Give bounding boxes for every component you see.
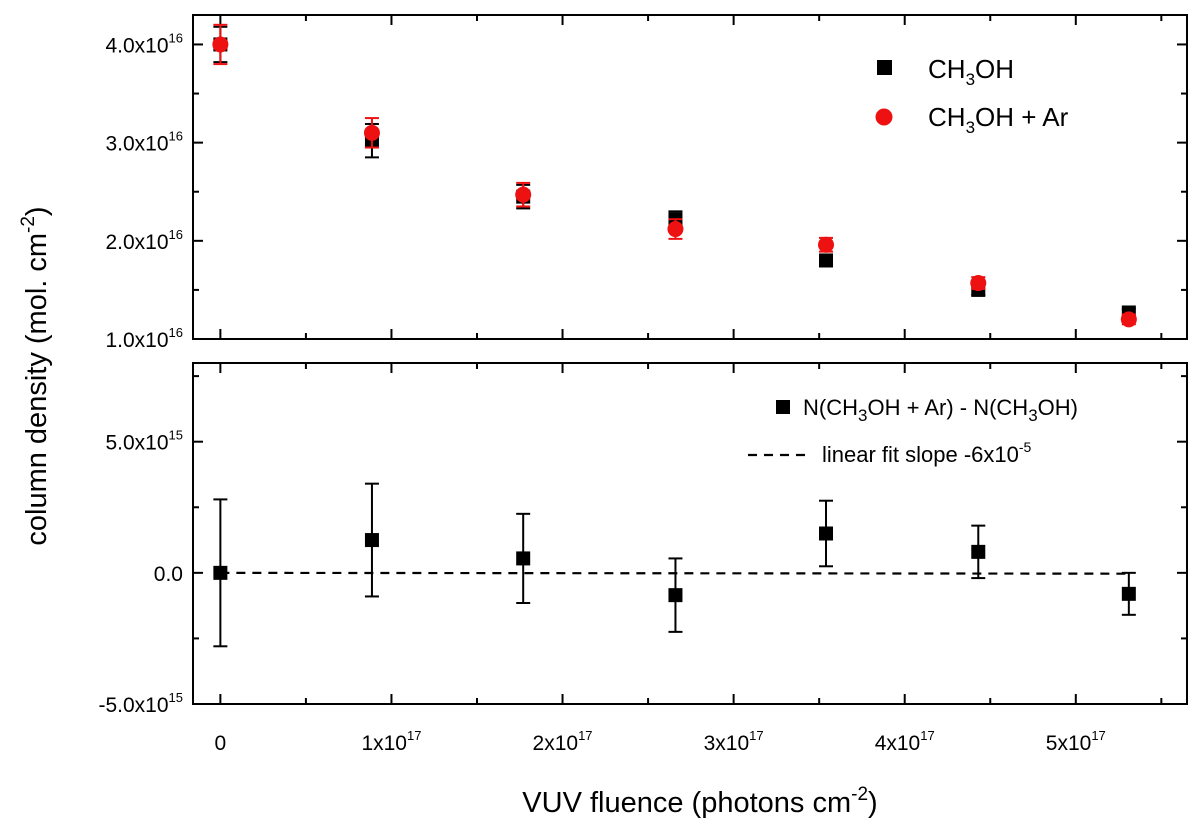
y-tick-label-top: 1.0x1016 [105,325,183,352]
x-axis-title: VUV fluence (photons cm-2) [522,784,877,819]
y-tick-label-bottom: 5.0x1015 [105,428,183,455]
data-point [213,565,228,580]
plot-area-bottom [213,482,1136,648]
legend-top-panel: CH3OH CH3OH + Ar [875,54,1069,137]
y-tick-label-top: 4.0x1016 [105,30,183,57]
panel-frame-bottom [192,362,1188,705]
legend-label-ch3oh: CH3OH [928,54,1014,89]
data-point [667,221,684,238]
y-tick-label-bottom: 0.0 [154,563,183,586]
data-point [516,551,531,566]
data-point [970,275,987,292]
plot-area-top [212,23,1137,328]
x-tick-label: 0 [215,732,227,755]
legend-marker-ch3oh [877,60,892,75]
legend-marker-difference [776,400,790,414]
panel-top: 1.0x1016 2.0x1016 3.0x1016 4.0x1016 [105,14,1188,352]
data-point [818,236,835,253]
panel-frame-top [192,14,1188,340]
data-point [668,588,683,603]
data-point [971,544,986,559]
data-point [212,36,229,53]
data-point [819,526,834,541]
x-axis-ticks: 0 1x1017 2x1017 3x1017 4x1017 5x1017 [215,728,1106,755]
legend-label-difference: N(CH3OH + Ar) - N(CH3OH) [803,395,1078,425]
x-tick-label: 1x1017 [361,728,421,755]
x-tick-label: 3x1017 [704,728,764,755]
y-axis-title: column density (mol. cm-2) [18,206,53,545]
data-point [515,186,532,203]
y-tick-label-top: 3.0x1016 [105,129,183,156]
x-tick-label: 4x1017 [875,728,935,755]
x-tick-label: 5x1017 [1046,728,1106,755]
legend-label-linear-fit: linear fit slope -6x10-5 [822,439,1032,467]
legend-bottom-panel: N(CH3OH + Ar) - N(CH3OH) linear fit slop… [748,395,1078,467]
data-point [363,124,380,141]
y-tick-label-bottom: -5.0x1015 [98,690,183,717]
legend-label-ch3oh-ar: CH3OH + Ar [928,102,1069,137]
data-point [364,533,379,548]
legend-marker-ch3oh-ar [875,108,893,126]
y-tick-label-top: 2.0x1016 [105,227,183,254]
x-tick-label: 2x1017 [533,728,593,755]
panel-bottom: -5.0x1015 0.0 5.0x1015 [98,362,1188,717]
data-point [1120,311,1137,328]
plot-panels: 1.0x1016 2.0x1016 3.0x1016 4.0x1016 -5.0x101… [98,14,1188,717]
data-point [1121,586,1136,601]
series-ch3oh-ar [212,23,1137,328]
series-n-ch3oh-ar-n-ch3oh [213,482,1136,648]
data-point [819,253,834,268]
